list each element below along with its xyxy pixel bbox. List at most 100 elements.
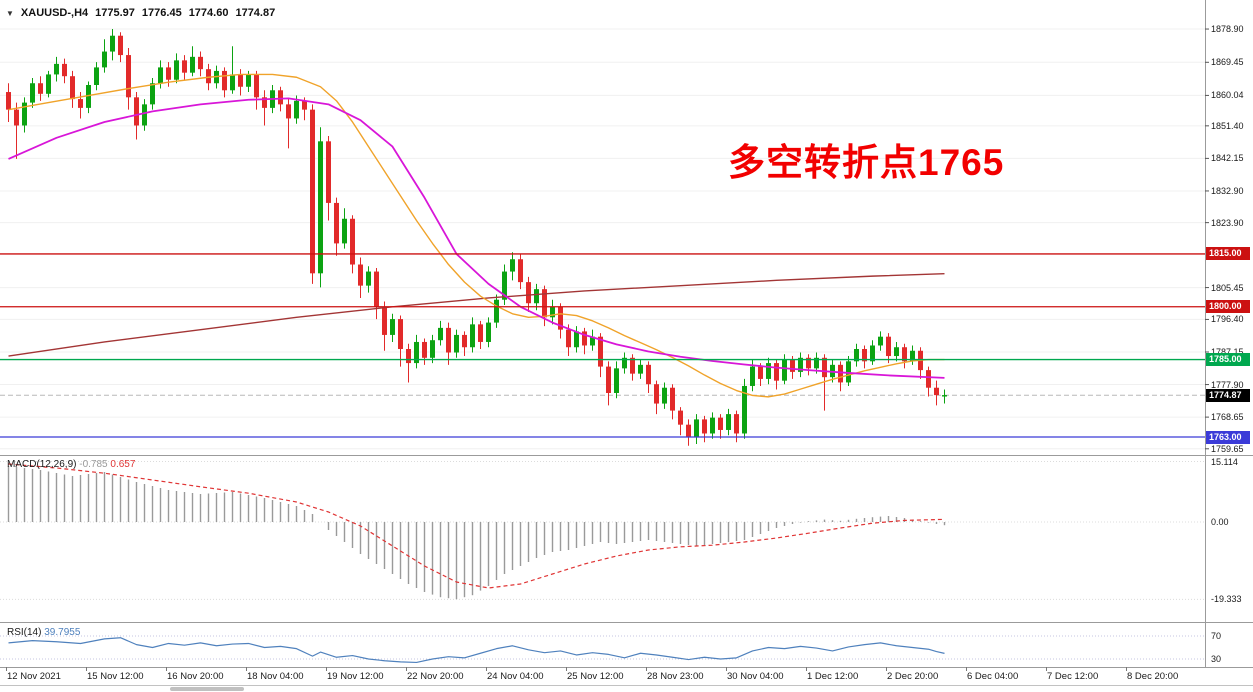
candle-body (566, 329, 571, 348)
candle-body (734, 414, 739, 434)
price-label: 1759.65 (1211, 443, 1244, 454)
candle-body (102, 51, 107, 68)
candle-body (262, 97, 267, 108)
candle-body (518, 259, 523, 283)
time-label: 7 Dec 12:00 (1047, 671, 1099, 682)
price-label: 1768.65 (1211, 412, 1244, 423)
candle-body (774, 363, 779, 381)
candles-group (6, 29, 947, 446)
candle-body (678, 410, 683, 425)
price-label: 1805.45 (1211, 282, 1244, 293)
candle-body (206, 69, 211, 84)
chart-info-bar: ▼ XAUUSD-,H4 1775.97 1776.45 1774.60 177… (6, 7, 275, 19)
candle-body (94, 67, 99, 85)
candle-body (758, 366, 763, 379)
time-label: 16 Nov 20:00 (167, 671, 224, 682)
candle-body (766, 363, 771, 379)
candle-body (230, 74, 235, 91)
candle-body (454, 334, 459, 353)
candle-body (374, 271, 379, 307)
time-label: 6 Dec 04:00 (967, 671, 1019, 682)
candle-body (302, 100, 307, 110)
candle-body (662, 387, 667, 404)
candle-body (166, 67, 171, 80)
time-label: 25 Nov 12:00 (567, 671, 624, 682)
time-label: 18 Nov 04:00 (247, 671, 304, 682)
candle-body (638, 364, 643, 374)
ohlc-low: 1774.60 (188, 7, 229, 19)
candle-body (118, 35, 123, 56)
price-label: 1842.15 (1211, 153, 1244, 164)
candle-body (598, 336, 603, 367)
annotation-text[interactable]: 多空转折点1765 (728, 142, 1005, 183)
collapse-icon[interactable]: ▼ (6, 8, 14, 18)
candle-body (606, 366, 611, 393)
candle-body (422, 341, 427, 358)
candle-body (278, 90, 283, 105)
scrollbar-thumb[interactable] (170, 687, 244, 691)
candle-body (702, 419, 707, 434)
candle-body (182, 60, 187, 73)
candle-body (550, 306, 555, 318)
candle-body (486, 322, 491, 342)
candle-body (134, 97, 139, 126)
symbol-timeframe: XAUUSD-,H4 (20, 7, 89, 19)
ohlc-high: 1776.45 (141, 7, 182, 19)
time-label: 28 Nov 23:00 (647, 671, 704, 682)
ohlc-close: 1774.87 (235, 7, 276, 19)
candle-body (14, 109, 19, 126)
candle-body (894, 347, 899, 357)
candle-body (126, 55, 131, 98)
candle-body (430, 340, 435, 358)
candle-body (790, 359, 795, 372)
candle-body (38, 83, 43, 94)
candle-body (622, 357, 627, 369)
candle-body (862, 349, 867, 362)
ma-medium-orange (8, 73, 945, 398)
candle-body (22, 102, 27, 126)
macd-name: MACD(12,26,9) (7, 459, 77, 470)
candle-body (310, 109, 315, 274)
candle-body (902, 347, 907, 362)
candle-body (646, 364, 651, 385)
macd-histogram (7, 466, 946, 600)
rsi-value: 39.7955 (44, 627, 81, 638)
price-label: 1796.40 (1211, 314, 1244, 325)
time-label: 24 Nov 04:00 (487, 671, 544, 682)
candle-body (878, 336, 883, 346)
candle-body (726, 414, 731, 430)
candle-body (750, 366, 755, 386)
candle-body (526, 282, 531, 304)
ohlc-open: 1775.97 (95, 7, 135, 19)
candle-body (438, 327, 443, 341)
candle-body (822, 357, 827, 378)
candle-body (414, 341, 419, 364)
rsi-indicator-label: RSI(14) 39.7955 (7, 627, 80, 638)
price-label: 1860.04 (1211, 90, 1244, 101)
candle-body (782, 359, 787, 381)
macd-axis-label: 0.00 (1211, 517, 1229, 527)
candle-body (86, 85, 91, 108)
horizontal-scrollbar[interactable] (0, 686, 1253, 692)
candle-body (742, 385, 747, 434)
candle-body (406, 349, 411, 364)
time-label: 1 Dec 12:00 (807, 671, 859, 682)
price-label: 1832.90 (1211, 185, 1244, 196)
candle-body (318, 141, 323, 274)
candle-body (350, 218, 355, 265)
candle-body (78, 99, 83, 108)
candle-body (718, 417, 723, 430)
macd-signal-line (8, 463, 945, 589)
main-grid (0, 28, 1205, 450)
candle-body (254, 74, 259, 98)
candle-body (62, 63, 67, 77)
price-label: 1869.45 (1211, 57, 1244, 68)
candle-body (542, 289, 547, 318)
candle-body (806, 357, 811, 369)
price-badge-1763.00: 1763.00 (1206, 430, 1250, 444)
candle-body (462, 334, 467, 348)
candle-body (198, 56, 203, 70)
candle-body (222, 70, 227, 91)
